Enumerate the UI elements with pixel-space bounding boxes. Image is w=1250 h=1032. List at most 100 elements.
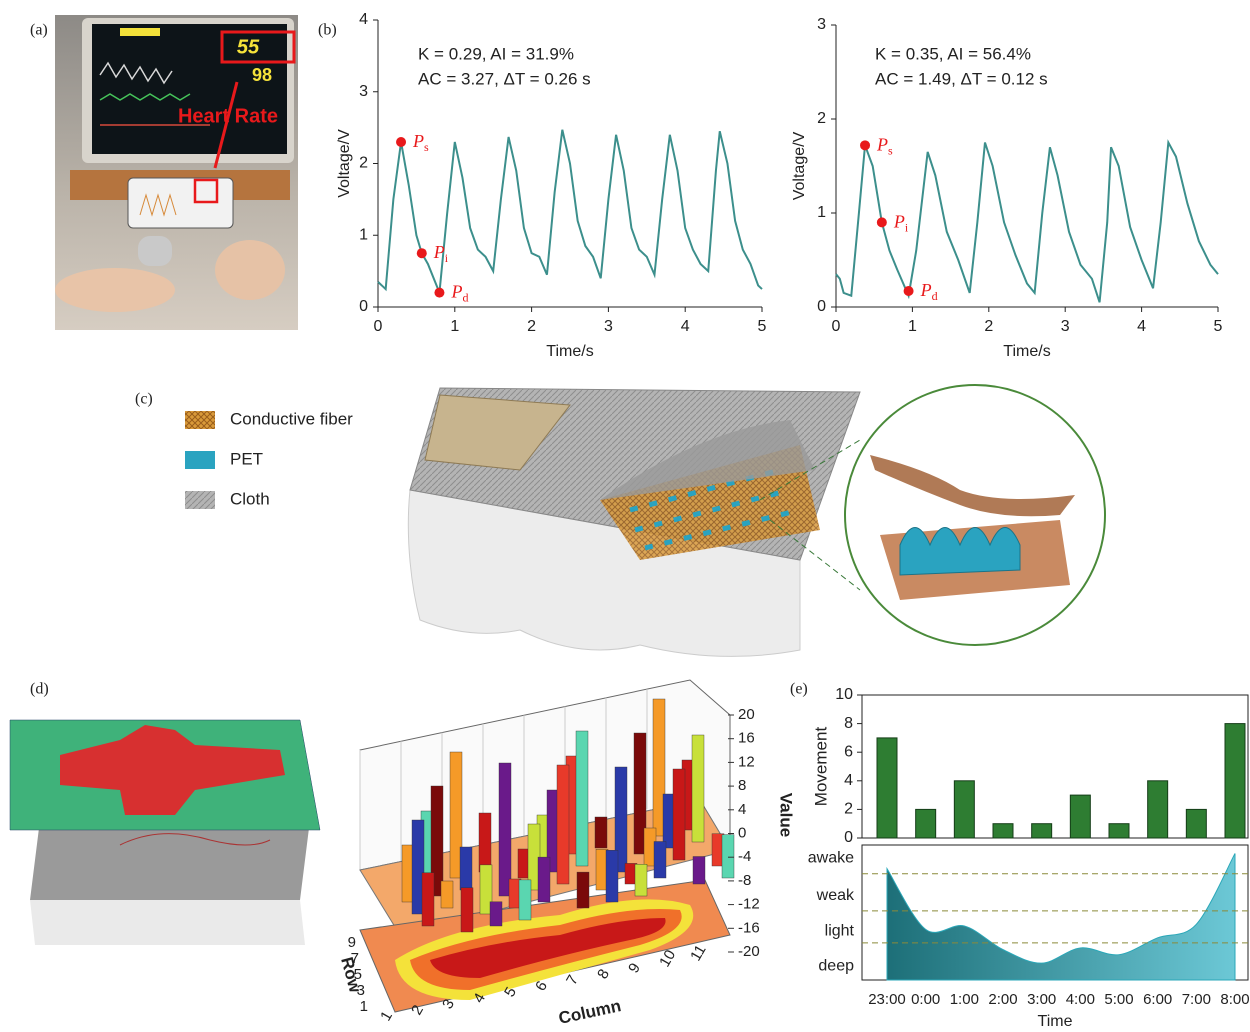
decor-bar — [721, 834, 735, 879]
panel-label: (c) — [135, 391, 153, 408]
annotation: K = 0.35, AI = 56.4% — [875, 44, 1031, 63]
z-tick-label: 20 — [738, 706, 755, 723]
y-tick-label: 10 — [835, 686, 853, 703]
z-tick-label: 4 — [738, 801, 746, 818]
point-label: Ps — [412, 131, 429, 154]
x-tick-label: 5 — [758, 318, 767, 335]
x-tick-label: 5:00 — [1104, 991, 1133, 1008]
point-label-sub: d — [932, 289, 938, 303]
decor-bar — [556, 764, 570, 885]
row-tick-label: 7 — [351, 950, 359, 967]
row-axis-label: Row — [337, 955, 365, 995]
decor-bar — [634, 864, 648, 897]
point-label: Pi — [433, 242, 449, 265]
z-tick-label: -16 — [738, 919, 760, 936]
sleep-area — [886, 853, 1236, 981]
decor-bar — [478, 812, 492, 873]
x-axis-label: Time/s — [546, 343, 593, 360]
decor-bar — [653, 841, 667, 879]
point-label: Pd — [920, 280, 938, 303]
decor-bar — [537, 856, 551, 903]
panel-label: (a) — [30, 22, 48, 39]
column-tick-label: 7 — [563, 972, 582, 988]
x-tick-label: 2 — [984, 318, 993, 335]
y-tick-label: 2 — [844, 801, 853, 818]
contour-core — [430, 918, 666, 978]
z-tick-label: 8 — [738, 777, 746, 794]
bar — [1108, 823, 1130, 839]
line-series — [377, 129, 763, 294]
y-tick-label: 4 — [844, 772, 853, 789]
point-label: Pi — [893, 212, 909, 235]
x-tick-label: 3 — [1061, 318, 1070, 335]
x-tick-label: 4 — [1137, 318, 1146, 335]
panel-label: (b) — [318, 22, 337, 39]
z-tick-label: 0 — [738, 824, 746, 841]
x-tick-label: 6:00 — [1143, 991, 1172, 1008]
legend-label: Conductive fiber — [230, 409, 353, 428]
legend-label: Cloth — [230, 489, 270, 508]
decor-bar — [575, 730, 589, 867]
bar — [1031, 823, 1053, 839]
point-label-main: P — [433, 242, 445, 262]
stage-label: light — [825, 922, 855, 939]
decor-bar — [692, 856, 706, 885]
y-tick-label: 1 — [817, 204, 826, 221]
legend-label: PET — [230, 449, 263, 468]
row-tick-label: 5 — [354, 966, 362, 983]
bar — [1147, 780, 1169, 839]
panel-label: (d) — [30, 681, 49, 698]
annotation: AC = 3.27, ΔT = 0.26 s — [418, 69, 591, 88]
bar — [1185, 808, 1207, 839]
y-axis-label: Movement — [811, 727, 830, 807]
photo: 55 98 Heart Rate — [55, 15, 298, 330]
y-tick-label: 1 — [359, 226, 368, 243]
bar — [1069, 794, 1091, 839]
row-tick-label: 3 — [357, 982, 365, 999]
decor-bar — [460, 887, 474, 933]
column-tick-label: 10 — [656, 947, 679, 970]
bar — [915, 808, 937, 839]
key-point — [903, 286, 914, 297]
point-label-sub: s — [424, 140, 429, 154]
x-tick-label: 1 — [450, 318, 459, 335]
decor-bar — [633, 732, 647, 855]
decor-bar — [440, 880, 454, 909]
column-tick-label: 1 — [377, 1008, 396, 1024]
decor-bar — [652, 698, 666, 837]
row-tick-label: 1 — [360, 998, 368, 1015]
decor-bar — [411, 819, 425, 915]
y-tick-label: 4 — [359, 11, 368, 28]
x-axis-label: Time/s — [1003, 343, 1050, 360]
decor-bar — [672, 768, 686, 861]
point-label: Ps — [876, 134, 893, 157]
legend-swatch — [185, 411, 215, 429]
x-tick-label: 1 — [908, 318, 917, 335]
decor-bar — [421, 872, 435, 927]
decor-bar — [518, 879, 532, 921]
key-point — [396, 136, 407, 147]
monitor-value: 55 — [237, 36, 260, 58]
x-tick-label: 2 — [527, 318, 536, 335]
y-axis-label: Voltage/V — [791, 131, 808, 200]
y-tick-label: 0 — [359, 298, 368, 315]
x-tick-label: 5 — [1214, 318, 1223, 335]
decor-bar — [594, 816, 608, 849]
y-tick-label: 0 — [844, 829, 853, 846]
point-label-sub: i — [445, 251, 449, 265]
column-tick-label: 6 — [532, 978, 551, 994]
y-tick-label: 3 — [359, 83, 368, 100]
callout: Heart Rate — [178, 105, 278, 127]
legend-swatch — [185, 451, 215, 469]
y-tick-label: 2 — [359, 155, 368, 172]
z-tick-label: 12 — [738, 753, 755, 770]
bar — [876, 737, 898, 839]
x-tick-label: 0 — [832, 318, 841, 335]
point-label: Pd — [450, 282, 468, 305]
x-tick-label: 23:00 — [868, 991, 906, 1008]
point-label-sub: s — [888, 143, 893, 157]
annotation: AC = 1.49, ΔT = 0.12 s — [875, 69, 1048, 88]
point-label-main: P — [412, 131, 424, 151]
decor-bar — [614, 766, 628, 873]
